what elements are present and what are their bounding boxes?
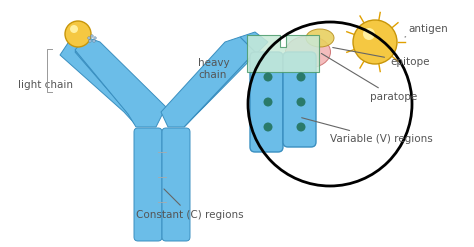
Circle shape [93,40,95,42]
Text: heavy
chain: heavy chain [198,58,229,80]
Circle shape [94,37,96,39]
Circle shape [264,123,273,131]
Polygon shape [75,37,166,127]
Polygon shape [247,35,319,72]
Circle shape [297,98,306,106]
Circle shape [264,98,273,106]
Circle shape [65,21,91,47]
Text: antigen: antigen [405,24,448,37]
Circle shape [297,73,306,82]
FancyBboxPatch shape [250,52,283,152]
Text: Variable (V) regions: Variable (V) regions [301,118,433,144]
Circle shape [264,73,273,82]
Circle shape [88,37,91,39]
Ellipse shape [306,29,334,47]
Text: paratope: paratope [321,53,417,102]
Ellipse shape [285,36,330,68]
Polygon shape [184,32,268,127]
Circle shape [353,20,397,64]
FancyBboxPatch shape [134,128,162,241]
Polygon shape [65,37,136,122]
Text: Constant (C) regions: Constant (C) regions [136,189,244,220]
Circle shape [363,28,375,40]
FancyBboxPatch shape [162,128,190,241]
Polygon shape [161,37,255,127]
FancyBboxPatch shape [283,52,316,147]
Circle shape [297,123,306,131]
Circle shape [91,35,93,37]
Text: epitope: epitope [333,47,429,67]
Text: light chain: light chain [18,80,73,90]
Circle shape [89,40,91,42]
Polygon shape [60,39,135,124]
Circle shape [70,25,78,33]
